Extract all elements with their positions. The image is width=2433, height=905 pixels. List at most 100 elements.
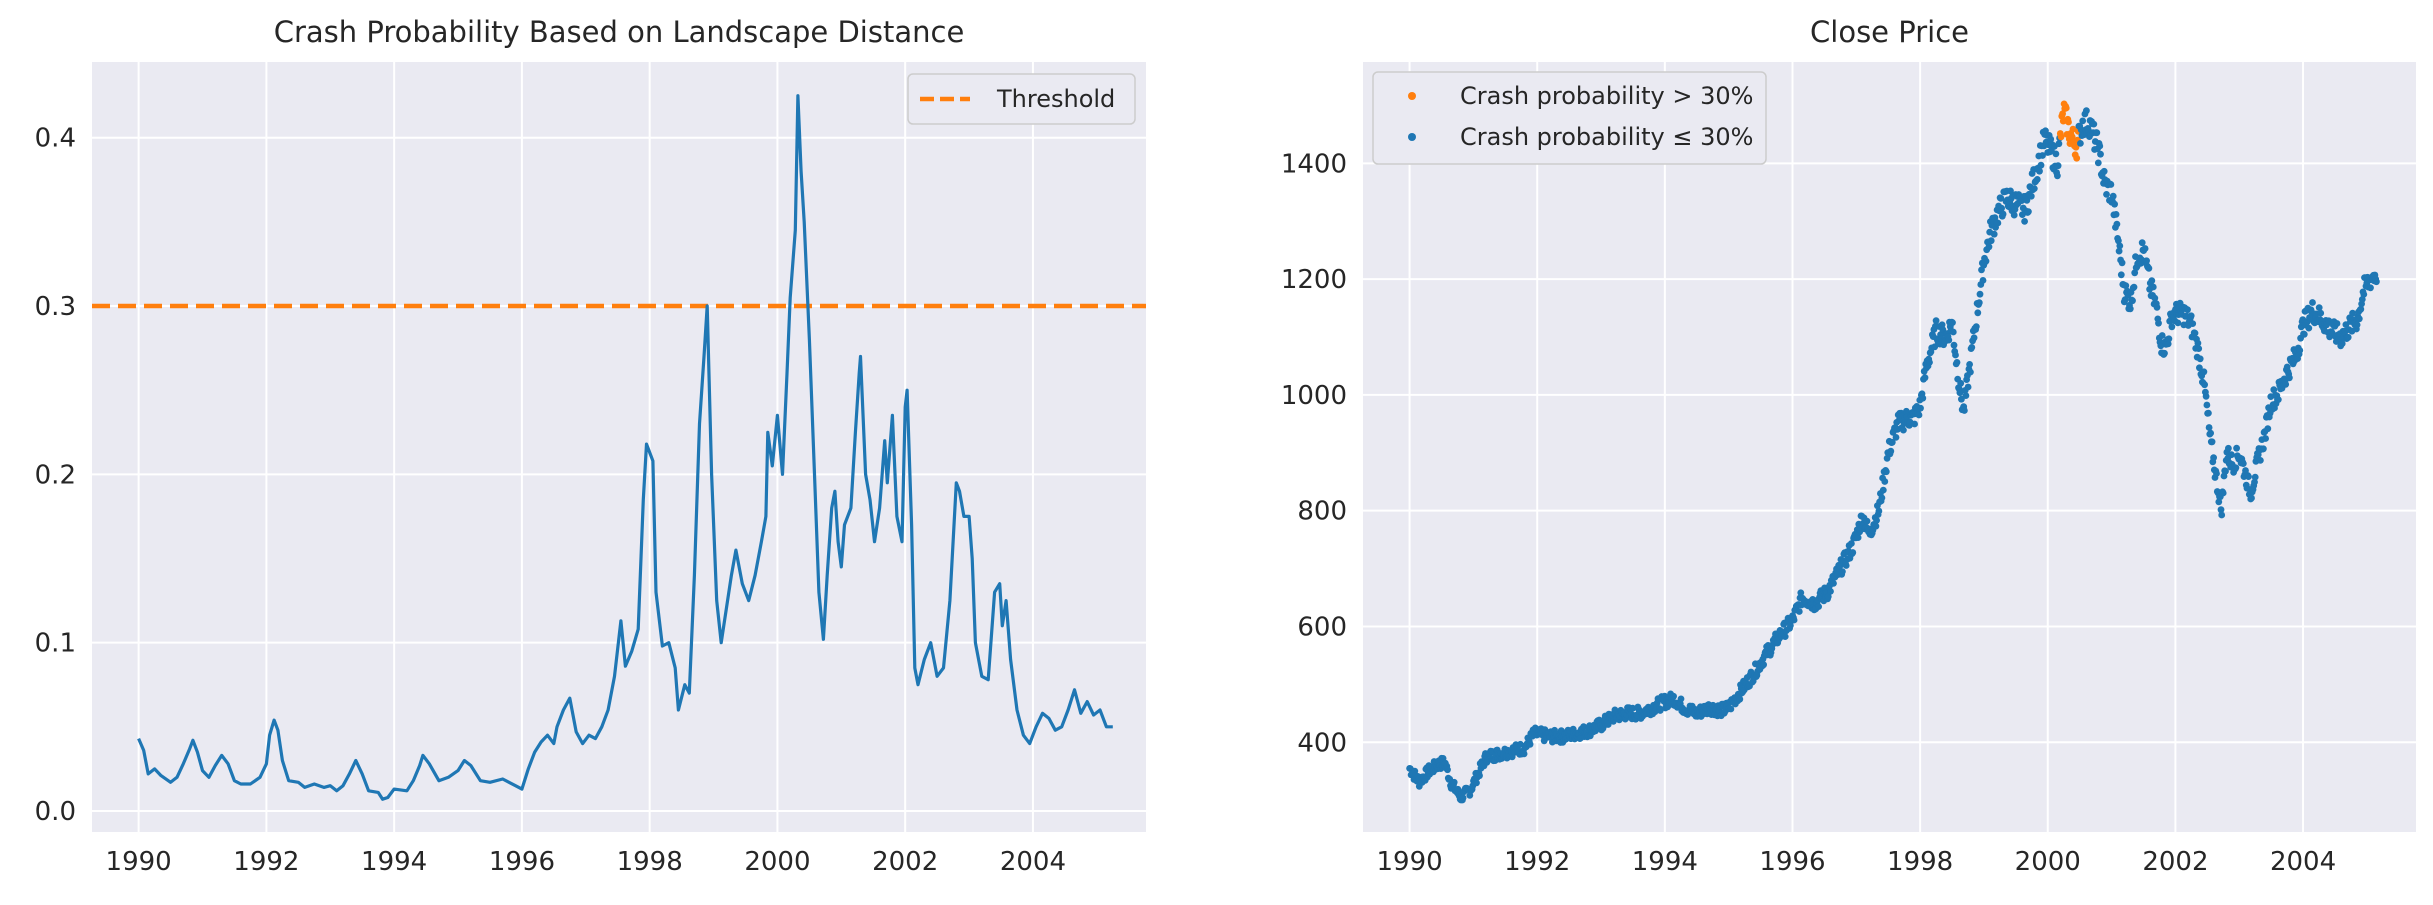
price-point-low-prob	[2033, 176, 2041, 183]
price-point-low-prob	[1830, 580, 1837, 587]
price-point-low-prob	[1997, 194, 2005, 202]
price-point-low-prob	[2174, 319, 2182, 327]
price-point-low-prob	[2113, 220, 2121, 228]
price-point-low-prob	[2047, 135, 2055, 143]
price-point-low-prob	[2260, 445, 2267, 453]
price-point-low-prob	[1827, 588, 1834, 595]
price-point-low-prob	[2122, 282, 2130, 290]
price-point-low-prob	[1888, 438, 1896, 446]
price-point-low-prob	[1444, 766, 1451, 774]
price-point-low-prob	[2189, 320, 2197, 327]
price-point-low-prob	[2079, 117, 2087, 125]
price-point-low-prob	[1670, 692, 1677, 700]
price-point-low-prob	[1945, 336, 1953, 344]
x-tick-label: 1994	[361, 847, 427, 877]
right-legend: Crash probability > 30% Crash probabilit…	[1372, 71, 1767, 165]
price-point-low-prob	[2094, 159, 2102, 167]
price-point-low-prob	[2010, 211, 2018, 219]
y-tick-label: 0.2	[35, 460, 76, 490]
price-point-low-prob	[1520, 750, 1528, 758]
price-point-low-prob	[2315, 304, 2323, 311]
x-tick-label: 2004	[1000, 847, 1066, 877]
legend-high-prob-marker	[1408, 92, 1416, 100]
price-point-low-prob	[1976, 290, 1984, 298]
price-point-low-prob	[2093, 129, 2101, 137]
price-point-low-prob	[2207, 429, 2215, 437]
price-point-high-prob	[2065, 118, 2072, 126]
price-point-low-prob	[2309, 299, 2316, 306]
price-point-low-prob	[1903, 407, 1910, 415]
price-point-low-prob	[1476, 772, 1483, 780]
price-point-low-prob	[2245, 473, 2252, 480]
price-point-low-prob	[2333, 320, 2341, 327]
price-point-low-prob	[1872, 522, 1880, 530]
price-point-low-prob	[1797, 589, 1805, 597]
price-point-low-prob	[2030, 185, 2038, 193]
price-point-low-prob	[2112, 211, 2120, 218]
legend-high-prob-label: Crash probability > 30%	[1460, 82, 1753, 110]
right-tick-labels: 1990 1992 1994 1996 1998 2000 2002 2004 400 600 80…	[1281, 149, 2336, 877]
price-point-low-prob	[2117, 271, 2125, 279]
price-point-low-prob	[2021, 218, 2028, 225]
price-point-low-prob	[1863, 517, 1871, 525]
price-point-low-prob	[1952, 351, 1959, 359]
price-point-low-prob	[1921, 374, 1929, 382]
price-point-low-prob	[2116, 242, 2124, 250]
price-point-low-prob	[2165, 335, 2173, 343]
price-point-low-prob	[1875, 507, 1883, 515]
price-point-low-prob	[1957, 379, 1965, 387]
price-point-low-prob	[2107, 181, 2115, 188]
price-point-low-prob	[2037, 161, 2045, 169]
price-point-low-prob	[1839, 568, 1846, 575]
price-point-low-prob	[2023, 196, 2031, 204]
price-point-low-prob	[2233, 444, 2241, 452]
price-point-low-prob	[1987, 237, 1995, 245]
price-point-low-prob	[2077, 140, 2084, 147]
price-point-low-prob	[1881, 478, 1889, 485]
price-point-low-prob	[2282, 381, 2290, 388]
price-point-low-prob	[1994, 219, 2002, 227]
price-point-low-prob	[2191, 329, 2199, 337]
price-point-low-prob	[2200, 368, 2208, 376]
price-point-low-prob	[1824, 593, 1832, 600]
price-point-low-prob	[2054, 172, 2061, 180]
price-point-low-prob	[2083, 107, 2090, 115]
price-point-low-prob	[2367, 284, 2374, 292]
price-point-high-prob	[2072, 143, 2080, 151]
price-point-low-prob	[2217, 506, 2225, 514]
right-series-layer	[1406, 100, 2380, 804]
price-point-low-prob	[1848, 540, 1855, 547]
price-point-low-prob	[2158, 332, 2166, 339]
price-point-low-prob	[2157, 342, 2165, 350]
price-point-low-prob	[2349, 309, 2357, 317]
y-tick-label: 400	[1297, 728, 1347, 758]
price-point-low-prob	[2286, 374, 2293, 382]
price-point-low-prob	[1815, 603, 1822, 610]
price-point-low-prob	[1956, 389, 1964, 397]
price-point-low-prob	[1892, 434, 1900, 441]
price-point-low-prob	[2129, 297, 2136, 305]
x-tick-label: 2002	[872, 847, 938, 877]
price-point-low-prob	[2355, 315, 2363, 323]
price-point-low-prob	[2373, 278, 2380, 286]
price-point-low-prob	[2145, 264, 2153, 272]
price-point-low-prob	[2257, 457, 2264, 464]
price-point-low-prob	[2025, 208, 2032, 216]
x-tick-label: 1992	[233, 847, 299, 877]
price-point-low-prob	[1979, 277, 1987, 284]
price-point-low-prob	[2262, 435, 2270, 442]
price-point-low-prob	[1982, 257, 1990, 265]
x-tick-label: 1992	[1504, 847, 1570, 877]
price-point-low-prob	[1736, 695, 1744, 703]
price-point-low-prob	[2148, 277, 2156, 285]
price-point-low-prob	[2161, 349, 2168, 357]
price-point-low-prob	[2360, 291, 2368, 298]
y-tick-label: 0.4	[35, 124, 76, 154]
price-point-low-prob	[2325, 317, 2333, 325]
price-point-low-prob	[2202, 392, 2210, 400]
price-point-low-prob	[2203, 401, 2211, 409]
price-point-low-prob	[2039, 152, 2046, 159]
x-tick-label: 2000	[2015, 847, 2081, 877]
price-point-low-prob	[1450, 778, 1458, 786]
x-tick-label: 1998	[1887, 847, 1953, 877]
